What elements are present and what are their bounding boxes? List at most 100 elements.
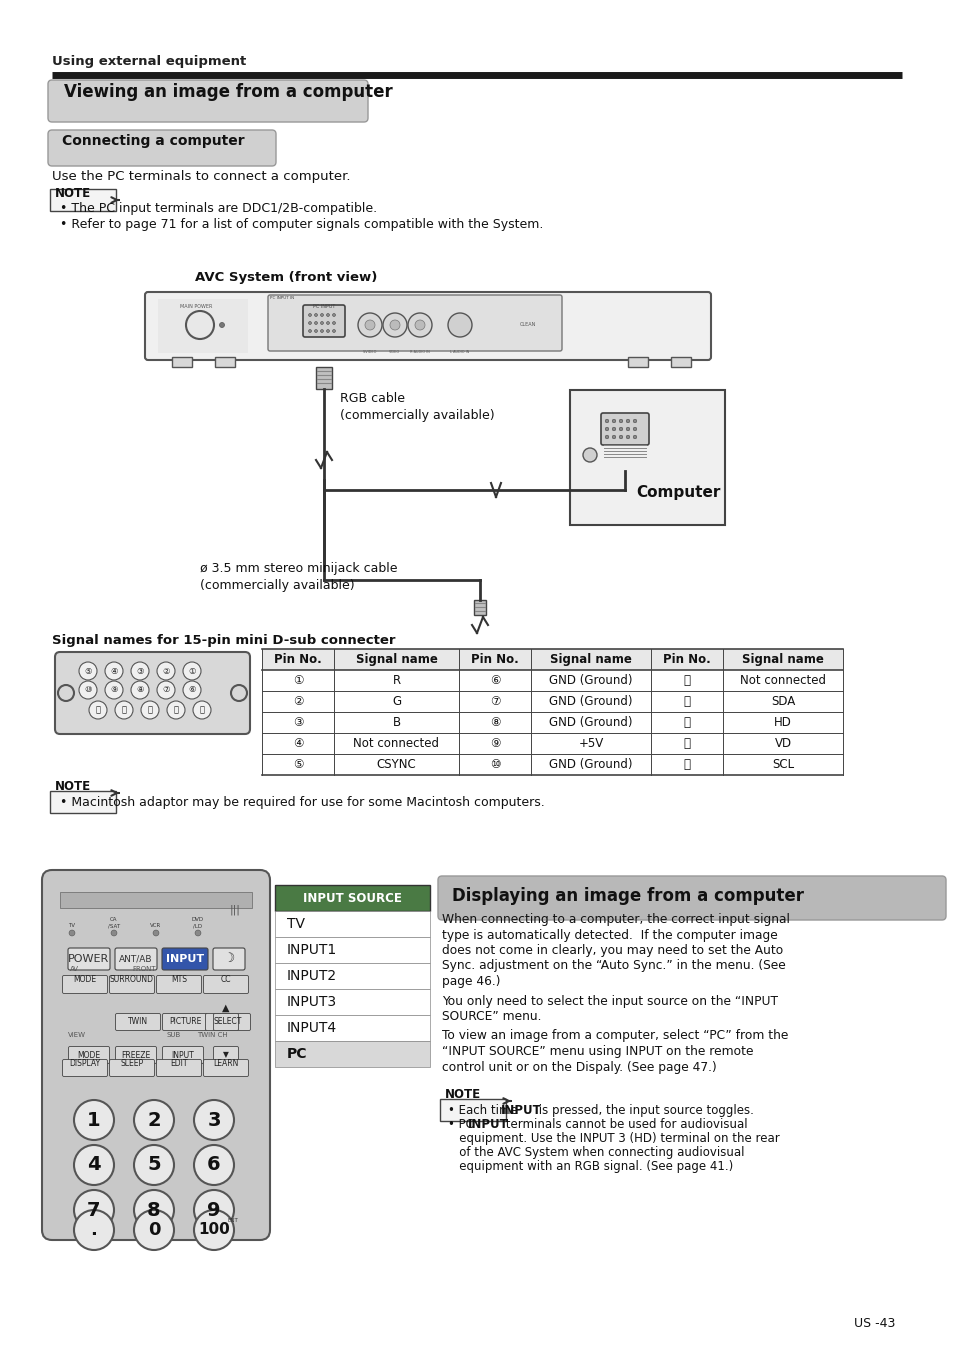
Circle shape xyxy=(133,1190,173,1229)
Circle shape xyxy=(74,1190,113,1229)
Text: FREEZE: FREEZE xyxy=(121,1051,151,1059)
Text: ⑫: ⑫ xyxy=(173,705,178,715)
Text: SURROUND: SURROUND xyxy=(110,975,153,984)
FancyBboxPatch shape xyxy=(205,1013,251,1031)
FancyBboxPatch shape xyxy=(110,975,154,993)
Text: INPUT: INPUT xyxy=(172,1051,194,1059)
Circle shape xyxy=(320,330,323,332)
Text: Signal name: Signal name xyxy=(355,653,437,666)
Text: 100: 100 xyxy=(198,1223,230,1238)
Text: R AUDIO IN: R AUDIO IN xyxy=(410,350,430,354)
FancyBboxPatch shape xyxy=(156,1059,201,1077)
Bar xyxy=(274,911,430,938)
Text: MODE: MODE xyxy=(73,975,96,984)
Text: ENT: ENT xyxy=(228,1217,238,1223)
Circle shape xyxy=(131,662,149,680)
FancyBboxPatch shape xyxy=(50,790,116,813)
Text: ⑮: ⑮ xyxy=(95,705,100,715)
Bar xyxy=(274,989,430,1015)
Circle shape xyxy=(111,929,117,936)
Text: ⑧: ⑧ xyxy=(136,685,144,694)
Circle shape xyxy=(89,701,107,719)
Text: ⑩: ⑩ xyxy=(489,758,499,771)
Bar xyxy=(158,299,248,353)
Text: • Macintosh adaptor may be required for use for some Macintosh computers.: • Macintosh adaptor may be required for … xyxy=(60,796,544,809)
Text: Not connected: Not connected xyxy=(740,674,825,688)
Circle shape xyxy=(633,427,637,431)
Circle shape xyxy=(326,330,329,332)
FancyBboxPatch shape xyxy=(50,189,116,211)
Circle shape xyxy=(625,427,629,431)
Circle shape xyxy=(625,435,629,439)
Text: Connecting a computer: Connecting a computer xyxy=(62,134,244,149)
Text: AV: AV xyxy=(70,966,79,971)
Text: NOTE: NOTE xyxy=(55,186,91,200)
Text: When connecting to a computer, the correct input signal: When connecting to a computer, the corre… xyxy=(441,913,789,925)
Circle shape xyxy=(183,662,201,680)
Text: INPUT3: INPUT3 xyxy=(287,994,336,1009)
Bar xyxy=(274,885,430,911)
Text: ⑧: ⑧ xyxy=(489,716,499,730)
Text: VIEW: VIEW xyxy=(68,1032,86,1038)
FancyBboxPatch shape xyxy=(268,295,561,351)
FancyBboxPatch shape xyxy=(115,948,157,970)
Circle shape xyxy=(157,662,174,680)
Text: Use the PC terminals to connect a computer.: Use the PC terminals to connect a comput… xyxy=(52,170,350,182)
Circle shape xyxy=(141,701,159,719)
Text: of the AVC System when connecting audiovisual: of the AVC System when connecting audiov… xyxy=(448,1146,743,1159)
Circle shape xyxy=(157,681,174,698)
FancyBboxPatch shape xyxy=(203,1059,248,1077)
Text: ①: ① xyxy=(293,674,303,688)
Text: S-VIDEO: S-VIDEO xyxy=(362,350,376,354)
Text: 1: 1 xyxy=(87,1111,101,1129)
Circle shape xyxy=(320,322,323,324)
Text: Signal name: Signal name xyxy=(550,653,631,666)
Circle shape xyxy=(408,313,432,336)
Text: • The PC input terminals are DDC1/2B-compatible.: • The PC input terminals are DDC1/2B-com… xyxy=(60,203,376,215)
Text: 2: 2 xyxy=(147,1111,161,1129)
Text: ①: ① xyxy=(188,666,195,676)
Text: ⑬: ⑬ xyxy=(148,705,152,715)
Circle shape xyxy=(618,427,622,431)
Text: +5V: +5V xyxy=(578,738,603,750)
Text: GND (Ground): GND (Ground) xyxy=(549,758,632,771)
Circle shape xyxy=(133,1100,173,1140)
Circle shape xyxy=(382,313,407,336)
Circle shape xyxy=(604,435,608,439)
Text: ⑨: ⑨ xyxy=(489,738,499,750)
Bar xyxy=(274,963,430,989)
FancyBboxPatch shape xyxy=(48,130,275,166)
Circle shape xyxy=(74,1210,113,1250)
Text: ⑪: ⑪ xyxy=(682,674,690,688)
Circle shape xyxy=(390,320,399,330)
Text: ③: ③ xyxy=(136,666,144,676)
Text: Signal name: Signal name xyxy=(741,653,823,666)
Text: type is automatically detected.  If the computer image: type is automatically detected. If the c… xyxy=(441,928,777,942)
FancyBboxPatch shape xyxy=(55,653,250,734)
Circle shape xyxy=(105,662,123,680)
Circle shape xyxy=(133,1210,173,1250)
Text: US -43: US -43 xyxy=(853,1317,894,1329)
Circle shape xyxy=(183,681,201,698)
Text: “INPUT SOURCE” menu using INPUT on the remote: “INPUT SOURCE” menu using INPUT on the r… xyxy=(441,1046,753,1058)
Text: 4: 4 xyxy=(87,1155,101,1174)
Text: TWIN CH: TWIN CH xyxy=(196,1032,228,1038)
FancyBboxPatch shape xyxy=(68,948,110,970)
Text: TV: TV xyxy=(287,917,305,931)
Circle shape xyxy=(133,1146,173,1185)
FancyBboxPatch shape xyxy=(156,975,201,993)
Text: ø 3.5 mm stereo minijack cable: ø 3.5 mm stereo minijack cable xyxy=(200,562,397,576)
Circle shape xyxy=(415,320,424,330)
Circle shape xyxy=(152,929,159,936)
FancyBboxPatch shape xyxy=(48,80,368,122)
Circle shape xyxy=(308,330,312,332)
Circle shape xyxy=(604,427,608,431)
Circle shape xyxy=(612,427,615,431)
Circle shape xyxy=(69,929,75,936)
Text: CC: CC xyxy=(220,975,231,984)
Circle shape xyxy=(193,1190,233,1229)
FancyBboxPatch shape xyxy=(115,1013,160,1031)
FancyBboxPatch shape xyxy=(439,1098,505,1121)
Text: SUB: SUB xyxy=(167,1032,181,1038)
Circle shape xyxy=(448,313,472,336)
